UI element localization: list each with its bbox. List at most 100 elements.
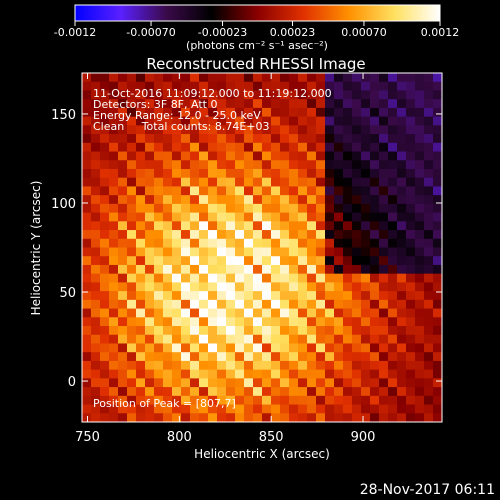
heatmap-cell bbox=[343, 326, 353, 336]
heatmap-cell bbox=[154, 230, 164, 240]
heatmap-cell bbox=[163, 90, 173, 100]
heatmap-cell bbox=[181, 81, 191, 91]
heatmap-cell bbox=[343, 73, 353, 83]
heatmap-cell bbox=[280, 352, 290, 362]
heatmap-cell bbox=[397, 90, 407, 100]
heatmap-cell bbox=[235, 203, 245, 214]
heatmap-cell bbox=[145, 186, 155, 196]
heatmap-cell bbox=[145, 81, 155, 91]
heatmap-cell bbox=[163, 395, 173, 406]
heatmap-cell bbox=[289, 317, 299, 327]
heatmap-cell bbox=[163, 282, 173, 292]
heatmap-cell bbox=[127, 221, 137, 231]
heatmap-cell bbox=[217, 369, 227, 379]
heatmap-cell bbox=[280, 116, 290, 126]
heatmap-cell bbox=[208, 326, 218, 336]
heatmap-cell bbox=[136, 107, 146, 118]
heatmap-cell bbox=[307, 107, 317, 118]
heatmap-cell bbox=[343, 352, 353, 362]
heatmap-cell bbox=[298, 308, 308, 318]
heatmap-cell bbox=[145, 134, 155, 144]
heatmap-cell bbox=[244, 195, 254, 205]
heatmap-cell bbox=[316, 151, 326, 161]
heatmap-cell bbox=[352, 116, 362, 126]
heatmap-cell bbox=[199, 151, 209, 161]
heatmap-cell bbox=[352, 360, 362, 371]
heatmap-cell bbox=[379, 151, 389, 161]
heatmap-cell bbox=[271, 81, 281, 91]
heatmap-cell bbox=[397, 238, 407, 248]
heatmap-cell bbox=[406, 326, 416, 336]
heatmap-cell bbox=[352, 125, 362, 135]
heatmap-cell bbox=[244, 256, 254, 266]
heatmap-cell bbox=[118, 369, 128, 379]
heatmap-cell bbox=[109, 151, 119, 161]
annotation-detectors: Detectors: 3F 8F, Att 0 bbox=[93, 98, 217, 111]
heatmap-cell bbox=[91, 168, 101, 179]
heatmap-cell bbox=[433, 247, 442, 257]
heatmap-cell bbox=[190, 160, 200, 170]
heatmap-cell bbox=[127, 299, 137, 310]
heatmap-cell bbox=[82, 387, 92, 397]
heatmap-cell bbox=[379, 256, 389, 266]
heatmap-cell bbox=[424, 308, 434, 318]
heatmap-cell bbox=[100, 369, 110, 379]
heatmap-cell bbox=[262, 308, 272, 318]
heatmap-cell bbox=[217, 73, 227, 83]
heatmap-cell bbox=[433, 282, 442, 292]
heatmap-cell bbox=[181, 195, 191, 205]
heatmap-cell bbox=[406, 151, 416, 161]
heatmap-cell bbox=[190, 369, 200, 379]
heatmap-cell bbox=[82, 186, 92, 196]
heatmap-cell bbox=[190, 360, 200, 371]
heatmap-cell bbox=[181, 134, 191, 144]
x-tick-label: 800 bbox=[167, 430, 192, 445]
heatmap-cell bbox=[208, 151, 218, 161]
heatmap-cell bbox=[397, 291, 407, 301]
heatmap-cell bbox=[217, 360, 227, 371]
heatmap-cell bbox=[361, 334, 371, 344]
heatmap-cell bbox=[109, 142, 119, 153]
heatmap-cell bbox=[136, 81, 146, 91]
heatmap-cell bbox=[316, 160, 326, 170]
heatmap-cell bbox=[433, 212, 442, 222]
heatmap-cell bbox=[379, 160, 389, 170]
heatmap-cell bbox=[136, 168, 146, 179]
x-tick-label: 900 bbox=[351, 430, 376, 445]
heatmap-cell bbox=[253, 413, 263, 422]
heatmap-cell bbox=[235, 299, 245, 310]
heatmap-cell bbox=[271, 264, 281, 275]
heatmap-cell bbox=[298, 230, 308, 240]
heatmap-cell bbox=[262, 273, 272, 283]
heatmap-cell bbox=[298, 107, 308, 118]
heatmap-cell bbox=[109, 334, 119, 344]
heatmap-cell bbox=[289, 151, 299, 161]
heatmap-cell bbox=[361, 186, 371, 196]
heatmap-cell bbox=[172, 317, 182, 327]
heatmap-cell bbox=[370, 387, 380, 397]
heatmap-cell bbox=[406, 160, 416, 170]
heatmap-cell bbox=[379, 369, 389, 379]
heatmap-cell bbox=[253, 282, 263, 292]
heatmap-cell bbox=[424, 177, 434, 187]
heatmap-cell bbox=[136, 413, 146, 422]
heatmap-cell bbox=[361, 177, 371, 187]
heatmap-cell bbox=[199, 291, 209, 301]
heatmap-cell bbox=[433, 177, 442, 187]
heatmap-cell bbox=[145, 395, 155, 406]
heatmap-cell bbox=[253, 378, 263, 388]
heatmap-cell bbox=[406, 107, 416, 118]
y-tick-label: 100 bbox=[51, 197, 76, 212]
heatmap-cell bbox=[316, 360, 326, 371]
heatmap-cell bbox=[289, 264, 299, 275]
heatmap-cell bbox=[109, 125, 119, 135]
heatmap-cell bbox=[127, 195, 137, 205]
heatmap-cell bbox=[190, 142, 200, 153]
heatmap-cell bbox=[406, 317, 416, 327]
heatmap-cell bbox=[145, 343, 155, 353]
heatmap-cell bbox=[226, 151, 236, 161]
heatmap-cell bbox=[91, 221, 101, 231]
heatmap-cell bbox=[118, 203, 128, 214]
heatmap-cell bbox=[379, 221, 389, 231]
heatmap-cell bbox=[154, 99, 164, 109]
